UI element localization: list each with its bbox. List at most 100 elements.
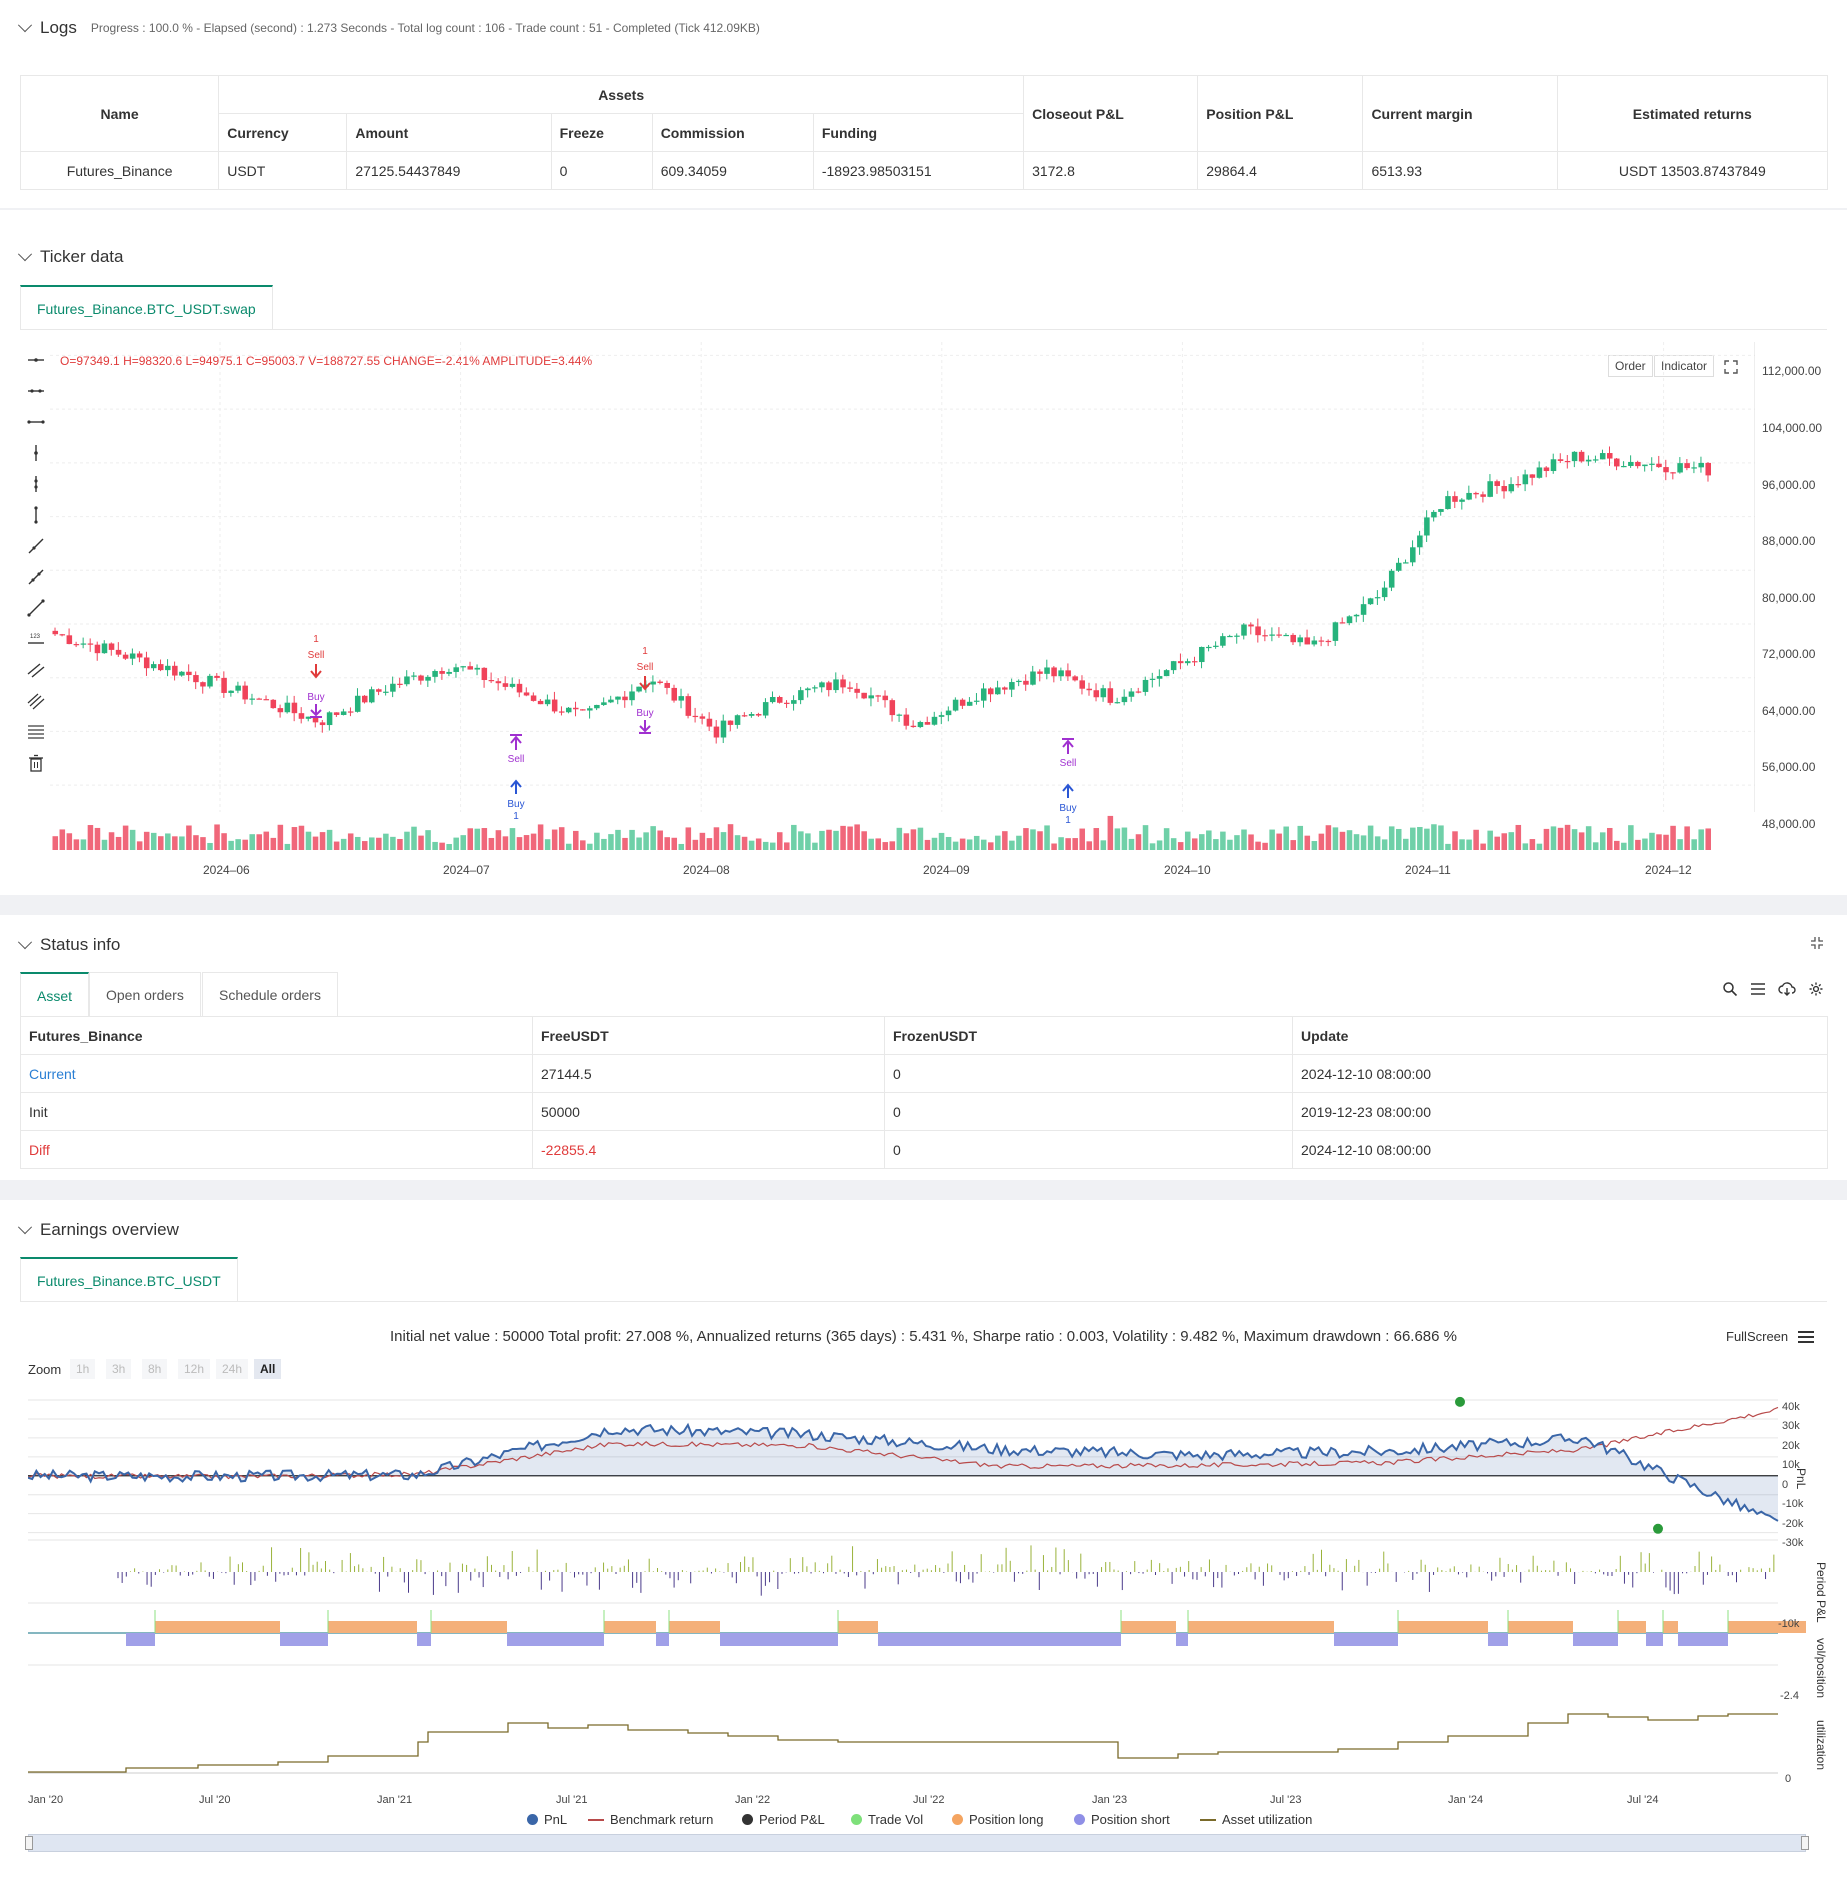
gear-icon[interactable] [1808,981,1824,997]
legend-position-short[interactable]: Position short [1074,1812,1170,1827]
legend-dot-icon [952,1814,963,1825]
candle [52,630,59,635]
horizontal-ray-icon[interactable] [26,350,46,370]
volume-bar [1501,833,1508,850]
zoom-8h[interactable]: 8h [142,1359,168,1379]
volume-bar [805,833,811,850]
tab-open-orders[interactable]: Open orders [89,972,201,1016]
volume-bar [664,837,670,850]
legend-asset-util[interactable]: Asset utilization [1200,1812,1312,1827]
candle [1058,670,1064,677]
position-long-block [669,1621,720,1633]
navigator[interactable] [25,1834,1809,1852]
vertical-line-icon[interactable] [26,474,46,494]
horizontal-line-icon[interactable] [26,381,46,401]
navigator-handle-left[interactable] [25,1836,33,1850]
cloud-download-icon[interactable] [1778,981,1796,997]
row-label-current[interactable]: Current [20,1054,533,1093]
candle [249,698,255,700]
volume-bar [1297,825,1304,850]
fullscreen-button[interactable]: FullScreen [1726,1329,1815,1344]
volume-bar [1114,828,1121,850]
chevron-down-icon[interactable] [17,247,33,262]
volume-bar [1262,842,1268,850]
volume-bar [298,825,305,850]
candle [1395,562,1402,571]
tab-schedule-orders[interactable]: Schedule orders [202,972,338,1016]
volume-bar [762,841,769,850]
volume-bar [1585,826,1592,850]
search-icon[interactable] [1722,981,1738,997]
cell-commission: 609.34059 [651,151,814,190]
logs-header[interactable]: Logs Progress : 100.0 % - Elapsed (secon… [17,18,760,38]
candle [1649,463,1655,465]
tab-asset[interactable]: Asset [20,972,90,1016]
earnings-header[interactable]: Earnings overview [17,1220,179,1240]
candle [1480,494,1486,497]
asset-table: Futures_Binance FreeUSDT FrozenUSDT Upda… [20,1016,1828,1169]
zoom-1h[interactable]: 1h [70,1359,96,1379]
list-icon[interactable] [1750,981,1766,997]
vertical-ray-icon[interactable] [26,443,46,463]
indicator-button[interactable]: Indicator [1654,355,1715,377]
candlestick-chart[interactable]: 1 Sell Buy 1 Sell Buy Sell Buy 1 Sell Bu… [50,342,1755,882]
volume-bar [397,838,403,850]
horizontal-segment-icon[interactable] [26,412,46,432]
chevron-down-icon[interactable] [17,1220,33,1235]
volume-bar [847,826,853,850]
candle [1213,645,1219,647]
zoom-all[interactable]: All [254,1359,282,1379]
y-tick: 104,000.00 [1762,421,1823,435]
candle [221,677,227,693]
legend-position-long[interactable]: Position long [952,1812,1043,1827]
earnings-chart[interactable] [28,1390,1806,1800]
cell-closeout: 3172.8 [1023,151,1199,190]
volume-bar [291,827,298,850]
volume-bar [1002,831,1008,850]
position-long-block [1728,1621,1806,1633]
y-tick: 10k [1782,1459,1800,1471]
candle [1374,597,1381,599]
legend-pnl[interactable]: PnL [527,1812,567,1827]
legend-period[interactable]: Period P&L [742,1812,825,1827]
volume-bar [1234,835,1240,850]
volume-bar [924,839,931,850]
trend-line-icon[interactable] [26,567,46,587]
volume-bar [1635,839,1641,850]
parallel-channel-icon[interactable] [26,660,46,680]
status-header[interactable]: Status info [17,935,120,955]
ray-line-icon[interactable] [26,536,46,556]
segment-line-icon[interactable] [26,598,46,618]
fib-channel-icon[interactable] [26,691,46,711]
chevron-down-icon[interactable] [17,18,33,33]
tab-earnings-symbol[interactable]: Futures_Binance.BTC_USDT [20,1257,238,1301]
navigator-handle-right[interactable] [1801,1836,1809,1850]
zoom-3h[interactable]: 3h [106,1359,132,1379]
tab-ticker-symbol[interactable]: Futures_Binance.BTC_USDT.swap [20,285,273,329]
chevron-down-icon[interactable] [17,935,33,950]
vertical-segment-icon[interactable] [26,505,46,525]
cell-currency: USDT [218,151,348,190]
candle [101,643,108,654]
candle [784,702,790,704]
y-tick: 0 [1782,1479,1789,1491]
candle [1051,667,1057,677]
candle [1367,598,1374,605]
price-label-icon[interactable]: 123 [26,629,46,649]
volume-bar [481,828,488,850]
legend-tradevol[interactable]: Trade Vol [851,1812,923,1827]
volume-bar [1677,839,1683,850]
expand-icon[interactable] [1722,358,1740,376]
fib-retracement-icon[interactable] [26,722,46,742]
trash-icon[interactable] [26,753,46,773]
volume-bar [150,832,157,850]
legend-benchmark[interactable]: Benchmark return [588,1812,713,1827]
collapse-icon[interactable] [1809,935,1825,951]
ticker-header[interactable]: Ticker data [17,247,123,267]
candle [762,702,769,716]
volume-bar [1564,824,1571,850]
zoom-12h[interactable]: 12h [178,1359,211,1379]
y-tick: 96,000.00 [1762,478,1816,492]
candle [242,685,248,700]
zoom-24h[interactable]: 24h [216,1359,249,1379]
